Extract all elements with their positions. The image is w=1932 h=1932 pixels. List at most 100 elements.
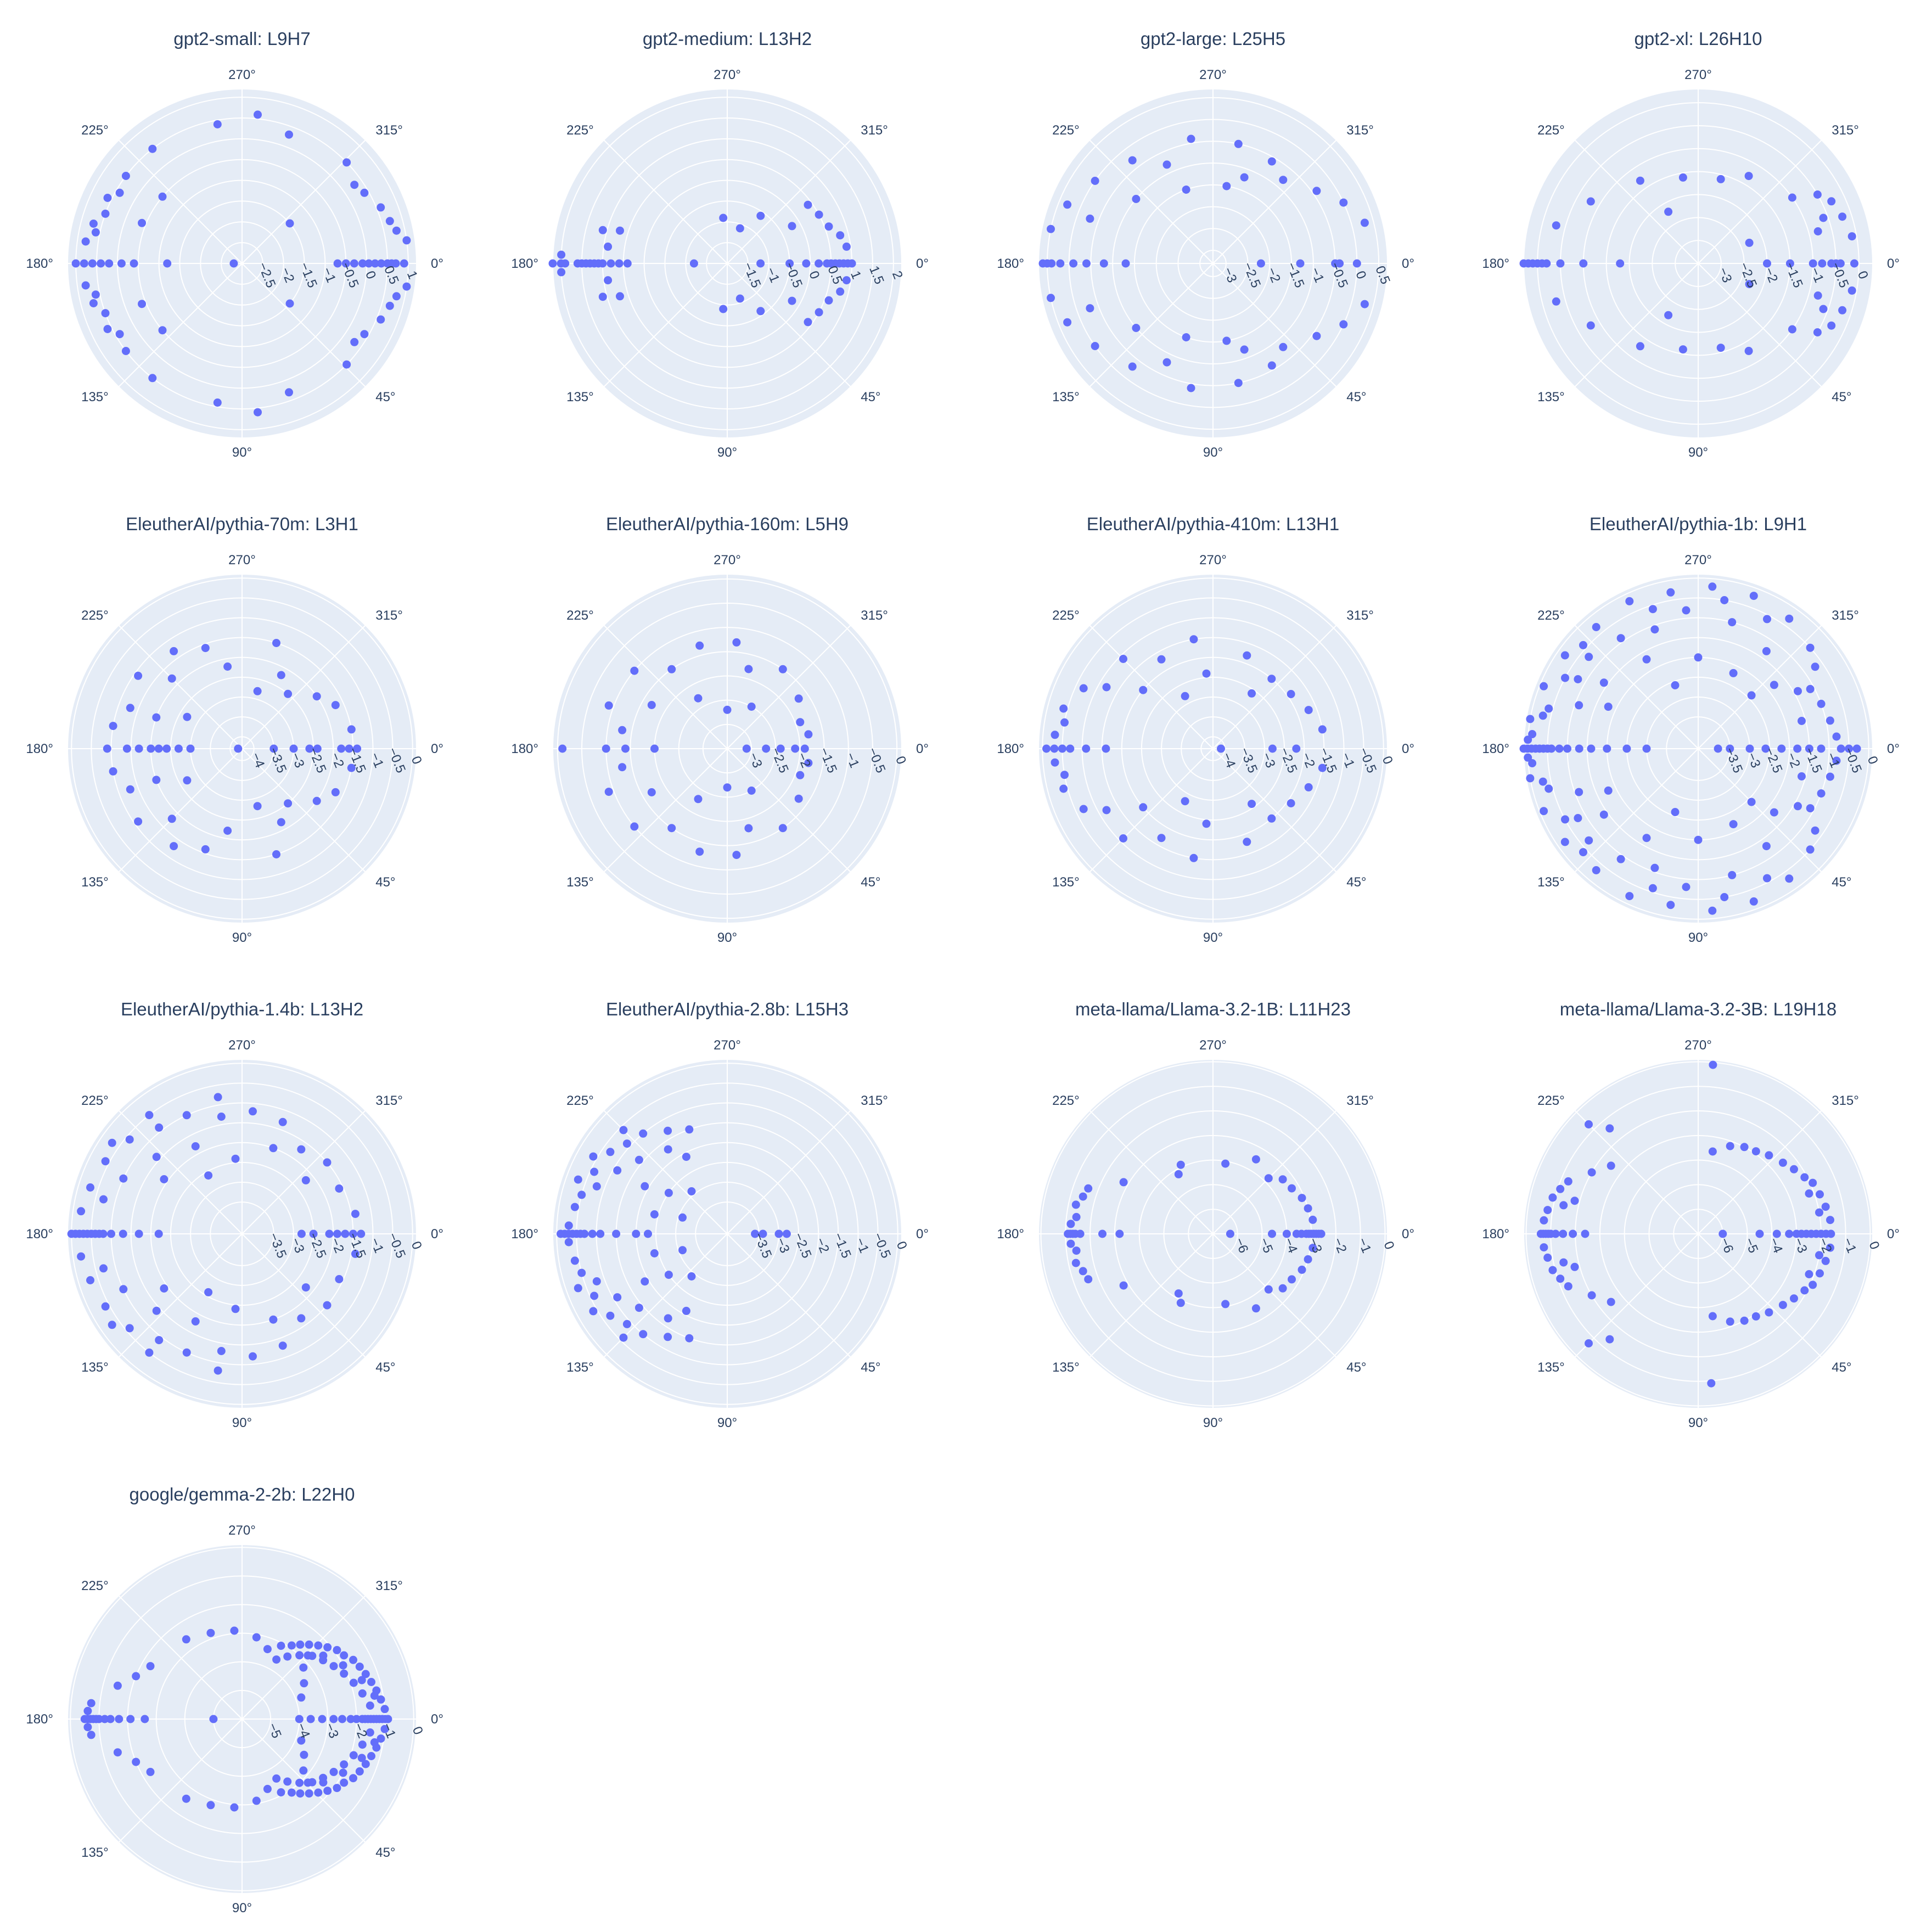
data-point — [357, 1754, 366, 1762]
angular-tick-label: 45° — [1346, 875, 1366, 890]
data-point — [1815, 1208, 1823, 1217]
data-point — [1119, 1281, 1128, 1290]
data-point — [1102, 806, 1111, 815]
data-point — [604, 276, 613, 285]
data-point — [269, 1144, 278, 1153]
data-point — [1308, 1215, 1317, 1224]
data-point — [687, 1187, 696, 1195]
data-point — [613, 1166, 622, 1175]
subplot-title: gpt2-large: L25H5 — [1141, 29, 1285, 49]
data-point — [1805, 1270, 1813, 1278]
angular-tick-label: 0° — [916, 1227, 929, 1242]
data-point — [152, 1153, 161, 1161]
data-point — [183, 776, 192, 785]
data-point — [1221, 1159, 1230, 1168]
subplot-title: EleutherAI/pythia-410m: L13H1 — [1087, 514, 1339, 534]
data-point — [134, 1229, 143, 1238]
subplot-title: google/gemma-2-2b: L22H0 — [130, 1484, 355, 1504]
data-point — [1264, 1285, 1273, 1294]
data-point — [1086, 304, 1094, 313]
data-point — [1785, 259, 1794, 268]
data-point — [132, 1672, 141, 1681]
data-point — [1308, 1244, 1317, 1253]
angular-tick-label: 45° — [861, 390, 880, 405]
data-point — [682, 1153, 690, 1161]
data-point — [574, 1175, 582, 1184]
data-point — [1174, 1170, 1183, 1178]
data-point — [119, 1174, 128, 1183]
data-point — [1051, 731, 1059, 739]
data-point — [1339, 320, 1348, 329]
data-point — [1564, 1282, 1572, 1291]
data-point — [678, 1246, 687, 1255]
data-point — [272, 1774, 281, 1783]
data-point — [641, 1182, 649, 1190]
data-point — [1772, 1229, 1781, 1238]
data-point — [694, 694, 703, 703]
data-point — [1282, 1229, 1291, 1238]
data-point — [1785, 874, 1794, 883]
subplot-title: meta-llama/Llama-3.2-1B: L11H23 — [1075, 999, 1351, 1019]
data-point — [1082, 259, 1091, 268]
angular-gridline — [118, 1110, 243, 1234]
data-point — [1069, 259, 1078, 268]
data-point — [1561, 673, 1569, 682]
data-point — [1819, 305, 1828, 313]
data-point — [295, 1651, 304, 1660]
data-point — [1538, 711, 1547, 720]
data-point — [305, 1640, 313, 1649]
polar-subplot: 0°45°90°135°180°225°270°315°−3.5−3−2.5−2… — [26, 999, 443, 1430]
data-point — [1543, 1206, 1552, 1215]
data-point — [1806, 643, 1815, 652]
angular-gridline — [603, 139, 728, 264]
data-point — [1592, 866, 1600, 874]
data-point — [1728, 870, 1737, 879]
angular-gridline — [1574, 748, 1699, 873]
data-point — [1816, 1190, 1824, 1199]
angular-tick-label: 270° — [1199, 553, 1227, 568]
data-point — [723, 783, 732, 792]
data-point — [385, 217, 394, 226]
angular-tick-label: 0° — [1887, 742, 1900, 756]
data-point — [1806, 845, 1815, 854]
data-point — [86, 1276, 94, 1284]
data-point — [1139, 686, 1148, 694]
data-point — [1047, 224, 1055, 233]
data-point — [1182, 186, 1190, 194]
data-point — [630, 666, 639, 675]
data-point — [1650, 625, 1659, 634]
data-point — [842, 276, 851, 285]
data-point — [231, 1154, 240, 1163]
data-point — [836, 231, 845, 240]
data-point — [1785, 1229, 1794, 1238]
data-point — [756, 307, 765, 316]
data-point — [1813, 190, 1822, 199]
angular-tick-label: 270° — [1684, 1038, 1712, 1053]
data-point — [1157, 834, 1166, 843]
data-point — [788, 296, 796, 305]
data-point — [622, 1139, 631, 1148]
data-point — [223, 827, 232, 835]
data-point — [1563, 744, 1571, 753]
data-point — [337, 744, 346, 753]
data-point — [1552, 297, 1560, 306]
data-point — [824, 296, 833, 305]
data-point — [352, 1715, 361, 1723]
angular-tick-label: 90° — [232, 1416, 252, 1430]
data-point — [323, 1158, 332, 1167]
angular-tick-label: 0° — [916, 256, 929, 271]
data-point — [747, 787, 756, 795]
data-point — [1648, 884, 1657, 892]
data-point — [138, 300, 146, 308]
data-point — [778, 665, 787, 673]
angular-tick-label: 180° — [26, 1227, 53, 1242]
data-point — [621, 744, 630, 753]
data-point — [1749, 592, 1758, 600]
polar-subplot: 0°45°90°135°180°225°270°315°−3.5−3−2.5−2… — [511, 999, 929, 1430]
data-point — [186, 744, 195, 753]
data-point — [687, 1272, 696, 1280]
angular-tick-label: 45° — [375, 1845, 395, 1860]
data-point — [77, 1207, 86, 1216]
data-point — [694, 795, 703, 804]
data-point — [1587, 744, 1596, 753]
